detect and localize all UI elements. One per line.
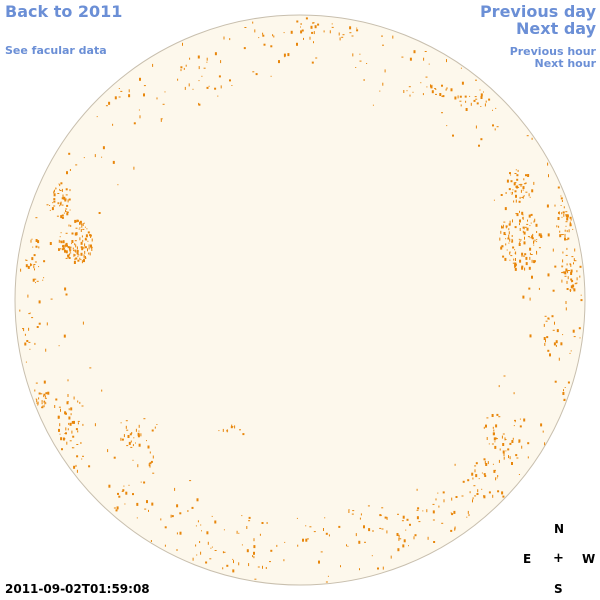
compass-center-cross: + (553, 551, 564, 566)
compass-west-label: W (582, 552, 596, 566)
back-to-year-link[interactable]: Back to 2011 (5, 2, 123, 21)
next-day-link[interactable]: Next day (516, 19, 596, 38)
observation-timestamp: 2011-09-02T01:59:08 (5, 582, 150, 596)
next-hour-link[interactable]: Next hour (534, 57, 597, 70)
compass-south-label: S (554, 582, 563, 596)
solar-disk (14, 14, 586, 586)
previous-day-link[interactable]: Previous day (479, 2, 596, 21)
previous-hour-link[interactable]: Previous hour (509, 45, 596, 58)
faculae-layer (19, 17, 583, 583)
compass-north-label: N (554, 522, 565, 536)
compass-east-label: E (523, 552, 532, 566)
facular-data-link[interactable]: See facular data (5, 44, 107, 57)
